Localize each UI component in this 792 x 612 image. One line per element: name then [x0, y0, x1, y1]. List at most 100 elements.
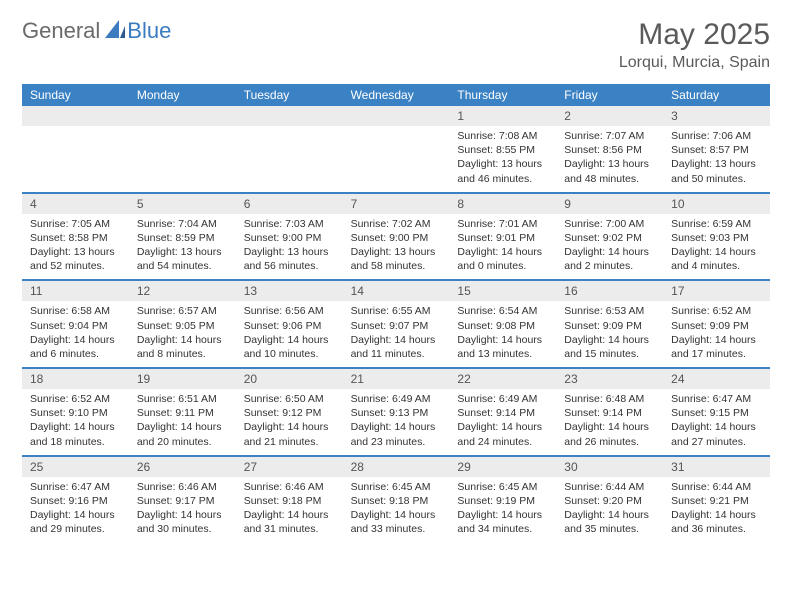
day-details: Sunrise: 6:48 AMSunset: 9:14 PMDaylight:…	[556, 389, 663, 455]
day-number: 9	[556, 192, 663, 214]
day-details: Sunrise: 6:49 AMSunset: 9:13 PMDaylight:…	[343, 389, 450, 455]
daylight-line: Daylight: 14 hours and 8 minutes.	[137, 333, 228, 361]
page-title: May 2025	[619, 18, 770, 52]
day-details: Sunrise: 6:53 AMSunset: 9:09 PMDaylight:…	[556, 301, 663, 367]
sunset-line: Sunset: 9:02 PM	[564, 231, 655, 245]
sunset-line: Sunset: 9:17 PM	[137, 494, 228, 508]
day-details: Sunrise: 6:45 AMSunset: 9:18 PMDaylight:…	[343, 477, 450, 543]
daylight-line: Daylight: 14 hours and 35 minutes.	[564, 508, 655, 536]
sunset-line: Sunset: 9:05 PM	[137, 319, 228, 333]
day-number: 26	[129, 455, 236, 477]
sunset-line: Sunset: 9:18 PM	[244, 494, 335, 508]
content-row: Sunrise: 6:58 AMSunset: 9:04 PM Daylight:…	[22, 301, 770, 367]
calendar: SundayMondayTuesdayWednesdayThursdayFrid…	[22, 84, 770, 542]
day-details: Sunrise: 6:54 AMSunset: 9:08 PMDaylight:…	[449, 301, 556, 367]
day-number: 30	[556, 455, 663, 477]
day-header: Monday	[129, 84, 236, 106]
empty-cell	[22, 106, 129, 126]
sunrise-line: Sunrise: 7:00 AM	[564, 217, 655, 231]
daylight-line: Daylight: 13 hours and 52 minutes.	[30, 245, 121, 273]
day-header: Friday	[556, 84, 663, 106]
sunrise-line: Sunrise: 7:05 AM	[30, 217, 121, 231]
day-details: Sunrise: 6:50 AMSunset: 9:12 PMDaylight:…	[236, 389, 343, 455]
day-details: Sunrise: 6:44 AMSunset: 9:20 PMDaylight:…	[556, 477, 663, 543]
daylight-line: Daylight: 14 hours and 20 minutes.	[137, 420, 228, 448]
sunrise-line: Sunrise: 7:08 AM	[457, 129, 548, 143]
sunset-line: Sunset: 8:56 PM	[564, 143, 655, 157]
day-number: 10	[663, 192, 770, 214]
day-number: 21	[343, 367, 450, 389]
sunrise-line: Sunrise: 7:03 AM	[244, 217, 335, 231]
day-details: Sunrise: 6:47 AMSunset: 9:16 PMDaylight:…	[22, 477, 129, 543]
daylight-line: Daylight: 14 hours and 31 minutes.	[244, 508, 335, 536]
daylight-line: Daylight: 14 hours and 36 minutes.	[671, 508, 762, 536]
day-details: Sunrise: 6:44 AMSunset: 9:21 PMDaylight:…	[663, 477, 770, 543]
sunset-line: Sunset: 9:13 PM	[351, 406, 442, 420]
sunset-line: Sunset: 9:14 PM	[564, 406, 655, 420]
day-header: Sunday	[22, 84, 129, 106]
sunrise-line: Sunrise: 6:46 AM	[137, 480, 228, 494]
empty-cell	[22, 126, 129, 192]
sunrise-line: Sunrise: 6:46 AM	[244, 480, 335, 494]
daylight-line: Daylight: 13 hours and 56 minutes.	[244, 245, 335, 273]
empty-cell	[236, 106, 343, 126]
sunrise-line: Sunrise: 7:04 AM	[137, 217, 228, 231]
sunset-line: Sunset: 9:20 PM	[564, 494, 655, 508]
page-subtitle: Lorqui, Murcia, Spain	[619, 54, 770, 72]
weeks-container: 123Sunrise: 7:08 AMSunset: 8:55 PMDaylig…	[22, 106, 770, 542]
daylight-line: Daylight: 14 hours and 13 minutes.	[457, 333, 548, 361]
sunrise-line: Sunrise: 6:48 AM	[564, 392, 655, 406]
sunset-line: Sunset: 9:19 PM	[457, 494, 548, 508]
daylight-line: Daylight: 14 hours and 0 minutes.	[457, 245, 548, 273]
day-details: Sunrise: 7:00 AMSunset: 9:02 PMDaylight:…	[556, 214, 663, 280]
logo: General Blue	[22, 18, 171, 44]
sunset-line: Sunset: 9:01 PM	[457, 231, 548, 245]
day-header: Saturday	[663, 84, 770, 106]
sunset-line: Sunset: 9:07 PM	[351, 319, 442, 333]
daylight-line: Daylight: 14 hours and 24 minutes.	[457, 420, 548, 448]
content-row: Sunrise: 6:52 AMSunset: 9:10 PMDaylight:…	[22, 389, 770, 455]
sunrise-line: Sunrise: 6:58 AM	[30, 304, 121, 318]
daylight-line: Daylight: 13 hours and 58 minutes.	[351, 245, 442, 273]
logo-text-general: General	[22, 18, 100, 44]
sunrise-line: Sunrise: 6:52 AM	[30, 392, 121, 406]
sunrise-line: Sunrise: 6:47 AM	[30, 480, 121, 494]
title-block: May 2025 Lorqui, Murcia, Spain	[619, 18, 770, 72]
daylight-line: Daylight: 13 hours and 48 minutes.	[564, 157, 655, 185]
day-number: 7	[343, 192, 450, 214]
day-number: 24	[663, 367, 770, 389]
daylight-line: Daylight: 14 hours and 27 minutes.	[671, 420, 762, 448]
sunrise-line: Sunrise: 6:44 AM	[671, 480, 762, 494]
day-number: 11	[22, 279, 129, 301]
daylight-line: Daylight: 14 hours and 15 minutes.	[564, 333, 655, 361]
sunset-line: Sunset: 8:59 PM	[137, 231, 228, 245]
daynum-row: 25262728293031	[22, 455, 770, 477]
sunrise-line: Sunrise: 6:45 AM	[457, 480, 548, 494]
content-row: Sunrise: 6:47 AMSunset: 9:16 PMDaylight:…	[22, 477, 770, 543]
sunset-line: Sunset: 9:09 PM	[564, 319, 655, 333]
daylight-line: Daylight: 14 hours and 21 minutes.	[244, 420, 335, 448]
header: General Blue May 2025 Lorqui, Murcia, Sp…	[22, 18, 770, 72]
sunrise-line: Sunrise: 6:51 AM	[137, 392, 228, 406]
sunrise-line: Sunrise: 6:45 AM	[351, 480, 442, 494]
sunset-line: Sunset: 9:04 PM	[30, 319, 121, 333]
sunset-line: Sunset: 9:18 PM	[351, 494, 442, 508]
sunrise-line: Sunrise: 6:49 AM	[457, 392, 548, 406]
sunrise-line: Sunrise: 6:53 AM	[564, 304, 655, 318]
sunset-line: Sunset: 9:12 PM	[244, 406, 335, 420]
sunrise-line: Sunrise: 7:06 AM	[671, 129, 762, 143]
daylight-line: Daylight: 14 hours and 18 minutes.	[30, 420, 121, 448]
sunrise-line: Sunrise: 6:47 AM	[671, 392, 762, 406]
sunrise-line: Sunrise: 7:01 AM	[457, 217, 548, 231]
daylight-line: Daylight: 14 hours and 4 minutes.	[671, 245, 762, 273]
day-number: 2	[556, 106, 663, 126]
day-number: 29	[449, 455, 556, 477]
day-number: 23	[556, 367, 663, 389]
daylight-line: Daylight: 14 hours and 30 minutes.	[137, 508, 228, 536]
sunrise-line: Sunrise: 6:56 AM	[244, 304, 335, 318]
day-details: Sunrise: 7:06 AMSunset: 8:57 PMDaylight:…	[663, 126, 770, 192]
day-number: 31	[663, 455, 770, 477]
daylight-line: Daylight: 14 hours and 17 minutes.	[671, 333, 762, 361]
sunrise-line: Sunrise: 6:59 AM	[671, 217, 762, 231]
daylight-line: Daylight: 14 hours and 23 minutes.	[351, 420, 442, 448]
